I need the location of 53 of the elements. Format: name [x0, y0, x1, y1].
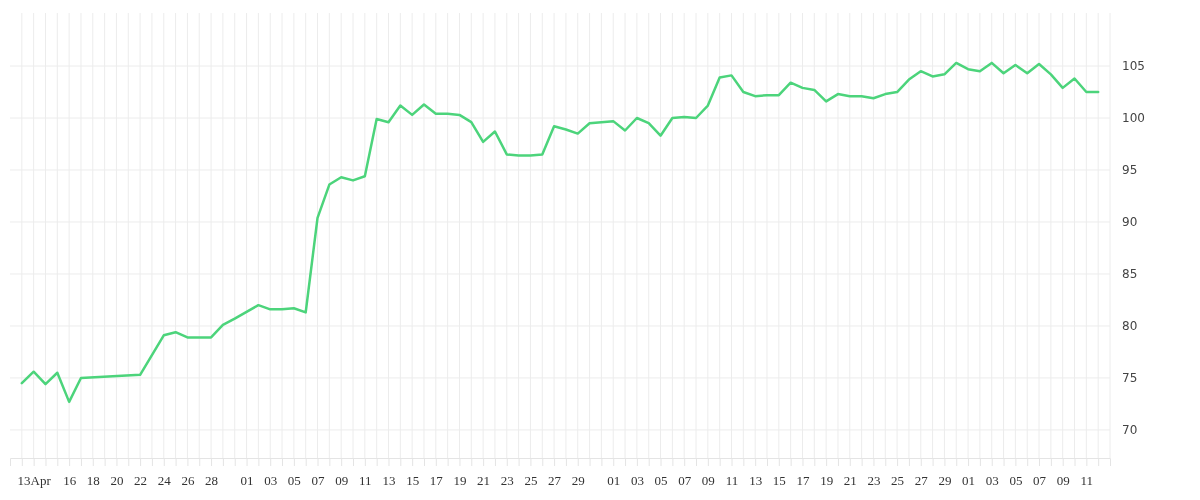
x-tick-label: 19 — [820, 472, 834, 488]
x-tick-label: 11 — [1080, 472, 1094, 488]
x-tick-label: 23 — [500, 472, 514, 488]
x-tick-label: 29 — [571, 472, 585, 488]
y-tick-label: 95 — [1122, 163, 1138, 178]
x-tick-label: 01 — [607, 472, 621, 488]
x-tick-label: 07 — [311, 472, 326, 488]
y-tick-label: 75 — [1122, 371, 1138, 386]
x-tick-label: 20 — [110, 472, 124, 488]
x-tick-label: 22 — [134, 472, 148, 488]
x-tick-label: 27 — [914, 472, 929, 488]
y-tick-label: 70 — [1122, 423, 1138, 438]
x-tick-label: 19 — [453, 472, 467, 488]
x-tick-label: 15 — [772, 472, 786, 488]
x-tick-label: 11 — [359, 472, 372, 488]
x-tick-label: 03 — [264, 472, 278, 488]
x-tick-label: 01 — [240, 472, 254, 488]
x-tick-label: 25 — [524, 472, 538, 488]
x-tick-label: 07 — [1033, 472, 1047, 488]
x-tick-label: 13 — [382, 472, 396, 488]
x-tick-label: 29 — [938, 472, 952, 488]
x-tick-label: 21 — [843, 472, 857, 488]
x-tick-label: 05 — [287, 472, 301, 488]
y-tick-label: 90 — [1122, 215, 1138, 230]
x-tick-label: 23 — [867, 472, 881, 488]
x-tick-label: 15 — [406, 472, 420, 488]
x-tick-label: 16 — [63, 472, 77, 488]
x-tick-label: 25 — [891, 472, 905, 488]
x-tick-label: 18 — [86, 472, 100, 488]
x-tick-label: 26 — [181, 472, 195, 488]
y-tick-label: 100 — [1122, 111, 1145, 126]
x-tick-label: 03 — [630, 472, 644, 488]
x-tick-label: 05 — [654, 472, 668, 488]
x-tick-label: 21 — [477, 472, 491, 488]
x-tick-label: 28 — [205, 472, 219, 488]
line-series — [20, 61, 1100, 404]
x-tick-label: 24 — [157, 472, 172, 488]
x-tick-label: 09 — [701, 472, 715, 488]
x-tick-label: 13 — [749, 472, 763, 488]
x-tick-label: 09 — [335, 472, 349, 488]
x-tick-label: 01 — [962, 472, 976, 488]
x-tick-label: 11 — [725, 472, 739, 488]
x-tick-label: 05 — [1009, 472, 1023, 488]
x-tick-label: 03 — [985, 472, 999, 488]
y-tick-label: 85 — [1122, 267, 1138, 282]
y-tick-label: 80 — [1122, 319, 1138, 334]
x-tick-label: 17 — [796, 472, 810, 488]
x-tick-label: 13Apr — [17, 472, 52, 488]
x-tick-label: 17 — [429, 472, 444, 488]
x-tick-label: 09 — [1056, 472, 1070, 488]
x-tick-label: 07 — [678, 472, 692, 488]
x-tick-label: 27 — [548, 472, 562, 488]
y-tick-label: 105 — [1122, 59, 1145, 74]
